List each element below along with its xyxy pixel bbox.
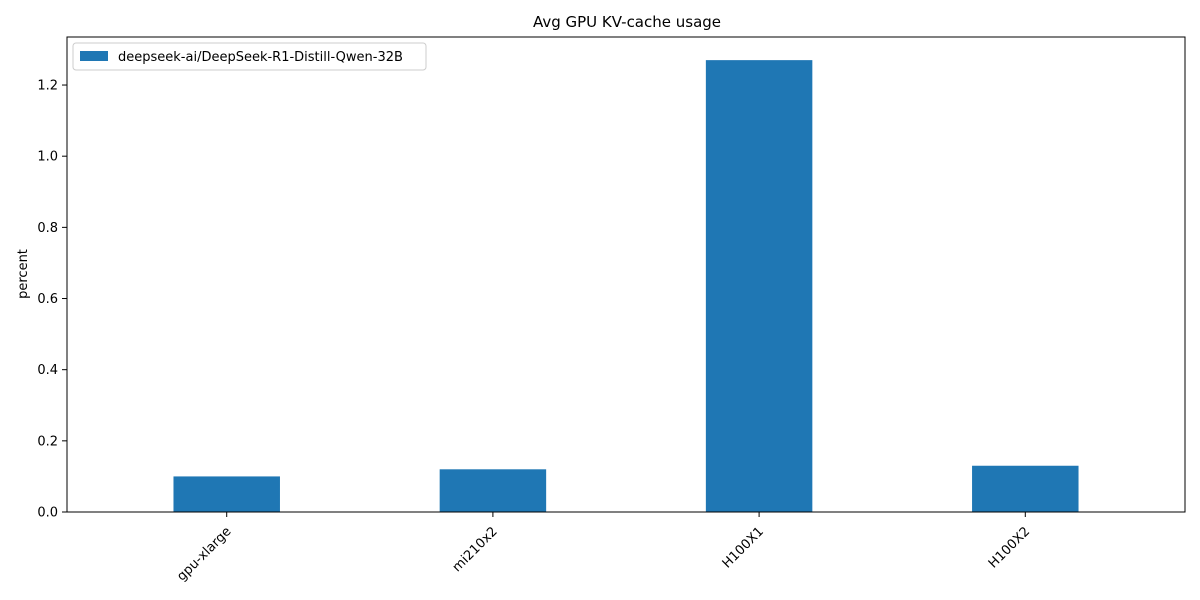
- y-tick-label: 0.8: [37, 221, 58, 236]
- y-tick-label: 1.0: [37, 150, 58, 165]
- plot-frame: [66, 36, 1186, 513]
- bar-h100x2: [972, 465, 1079, 512]
- y-tick-label: 0.0: [37, 506, 58, 521]
- legend: deepseek-ai/DeepSeek-R1-Distill-Qwen-32B: [72, 42, 427, 71]
- bars-group: [173, 60, 1079, 512]
- bar-h100x1: [705, 60, 813, 512]
- bar-mi210x2: [439, 469, 547, 512]
- bar-gpu-xlarge: [173, 476, 280, 512]
- legend-swatch: [80, 51, 108, 61]
- legend-box: [72, 42, 427, 71]
- y-ticks-group: 0.0 0.2 0.4 0.6 0.8 1.0 1.2: [37, 79, 67, 521]
- y-axis-label: percent: [16, 249, 31, 299]
- y-tick-label: 1.2: [37, 79, 58, 94]
- y-tick-label: 0.2: [37, 434, 58, 449]
- y-tick-label: 0.6: [37, 292, 58, 307]
- y-tick-label: 0.4: [37, 363, 58, 378]
- chart-title: Avg GPU KV-cache usage: [533, 13, 721, 31]
- legend-label: deepseek-ai/DeepSeek-R1-Distill-Qwen-32B: [118, 50, 403, 65]
